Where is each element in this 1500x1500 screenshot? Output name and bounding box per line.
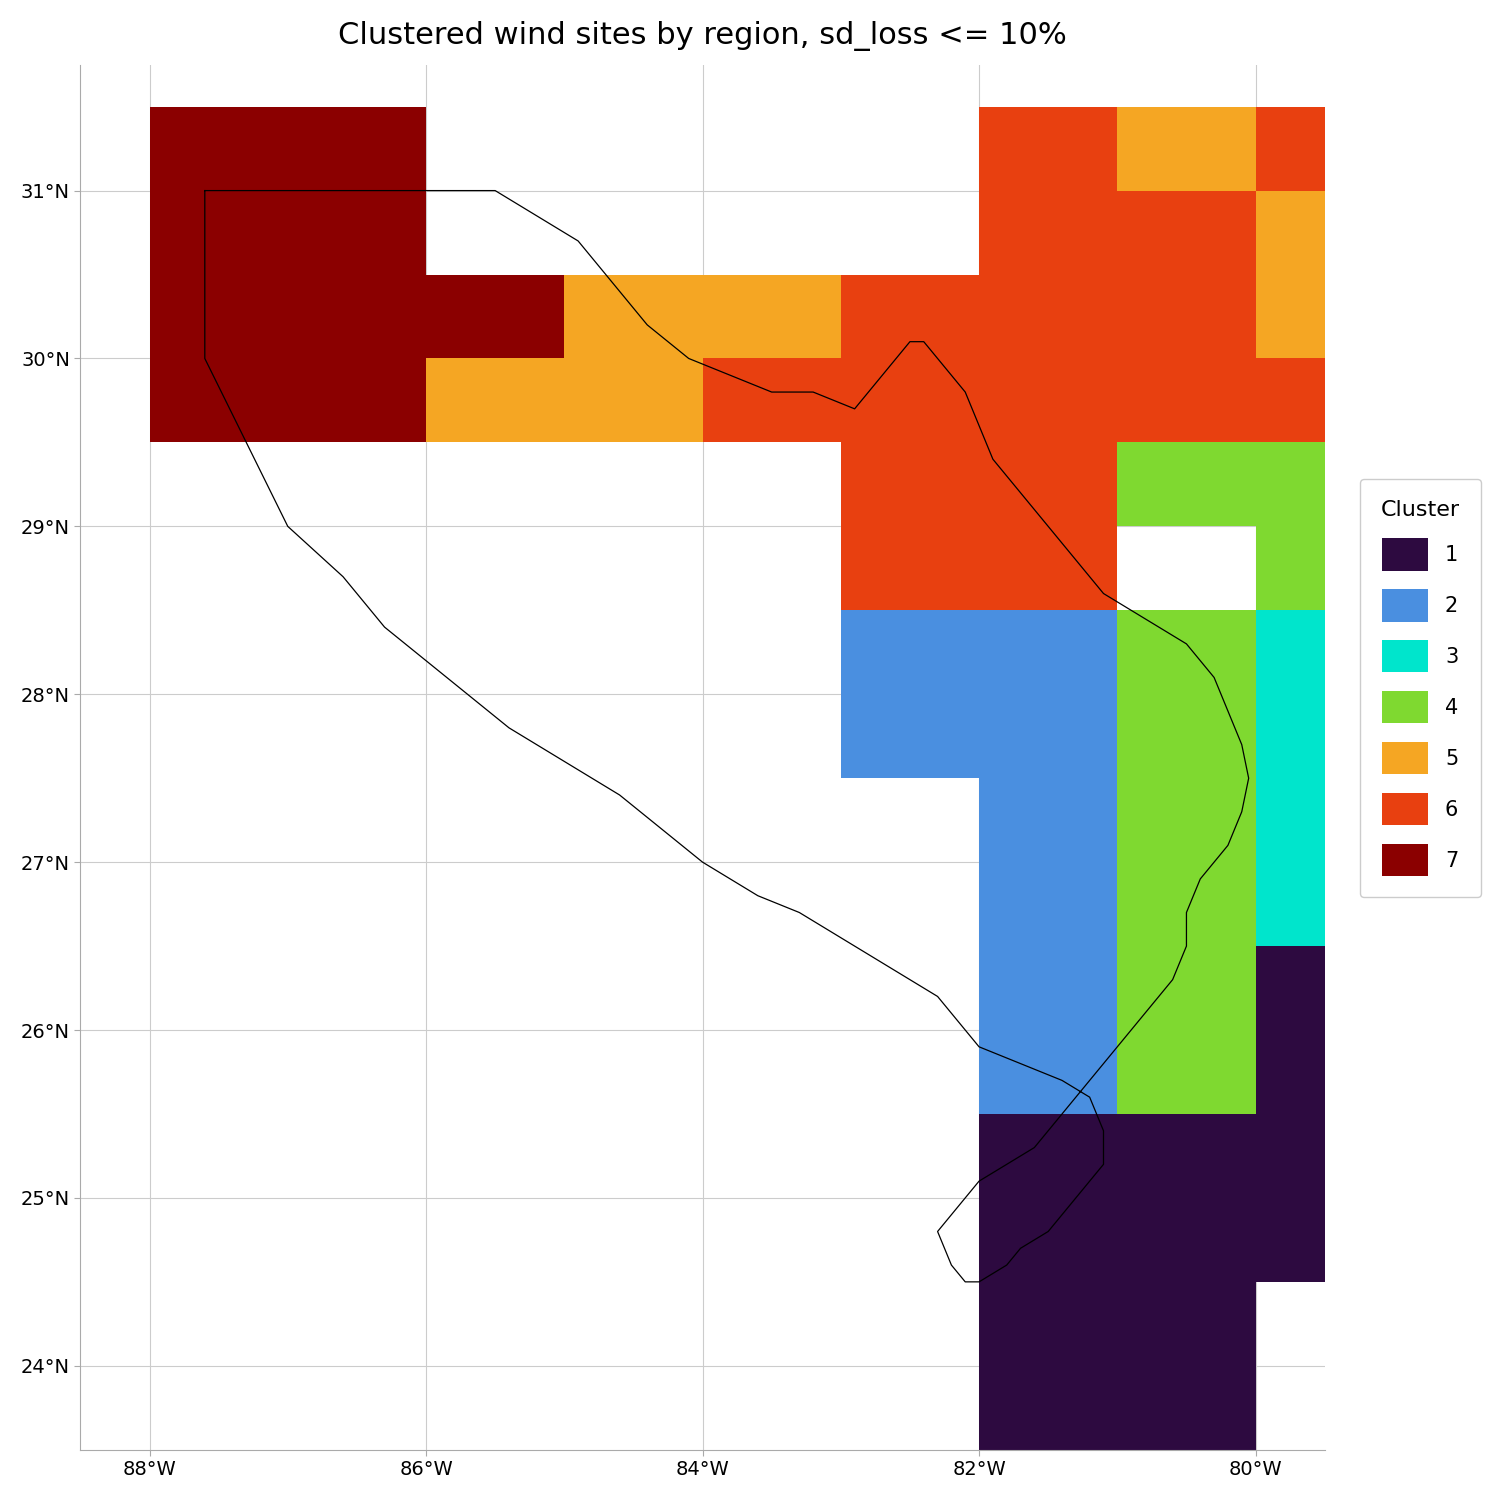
Bar (842, 274, 980, 442)
Title: Clustered wind sites by region, sd_loss <= 10%: Clustered wind sites by region, sd_loss … (338, 21, 1066, 51)
Bar (1118, 190, 1256, 274)
Bar (842, 442, 980, 610)
Bar (702, 274, 842, 358)
Legend: 1, 2, 3, 4, 5, 6, 7: 1, 2, 3, 4, 5, 6, 7 (1360, 478, 1480, 897)
Bar (702, 358, 842, 442)
Bar (1256, 862, 1324, 946)
Bar (980, 1282, 1118, 1366)
Bar (1256, 358, 1324, 442)
Bar (1256, 106, 1324, 190)
Bar (1256, 190, 1324, 274)
Bar (980, 358, 1118, 442)
Bar (1256, 610, 1324, 695)
Bar (1256, 1114, 1324, 1198)
Bar (1256, 778, 1324, 862)
Bar (1118, 274, 1256, 358)
Bar (980, 946, 1118, 1030)
Bar (150, 274, 288, 442)
Bar (1118, 610, 1256, 695)
Bar (980, 190, 1118, 274)
Bar (1118, 358, 1256, 442)
Bar (564, 358, 702, 442)
Bar (1118, 694, 1256, 778)
Bar (1118, 862, 1256, 946)
Bar (1118, 1198, 1256, 1282)
Bar (980, 106, 1118, 190)
Bar (980, 778, 1118, 862)
Bar (288, 274, 426, 442)
Bar (1118, 106, 1256, 190)
Bar (980, 1030, 1118, 1114)
Bar (980, 610, 1118, 695)
Bar (980, 694, 1118, 778)
Bar (980, 1366, 1118, 1449)
Bar (1118, 1282, 1256, 1366)
Bar (426, 274, 564, 358)
Bar (426, 358, 564, 442)
Bar (842, 694, 980, 778)
Bar (980, 862, 1118, 946)
Bar (980, 1114, 1118, 1198)
Bar (980, 526, 1118, 610)
Bar (1256, 946, 1324, 1030)
Bar (1256, 1198, 1324, 1282)
Bar (980, 274, 1118, 358)
Bar (1118, 442, 1256, 526)
Bar (1256, 526, 1324, 610)
Bar (1118, 946, 1256, 1030)
Bar (1256, 1030, 1324, 1114)
Bar (1256, 442, 1324, 526)
Bar (1118, 1030, 1256, 1114)
Bar (842, 610, 980, 695)
Bar (1118, 1366, 1256, 1449)
Bar (1256, 694, 1324, 778)
Bar (150, 106, 426, 274)
Bar (980, 1198, 1118, 1282)
Bar (1118, 1114, 1256, 1198)
Bar (1118, 778, 1256, 862)
Bar (1256, 274, 1324, 358)
Bar (980, 442, 1118, 526)
Bar (564, 274, 702, 358)
